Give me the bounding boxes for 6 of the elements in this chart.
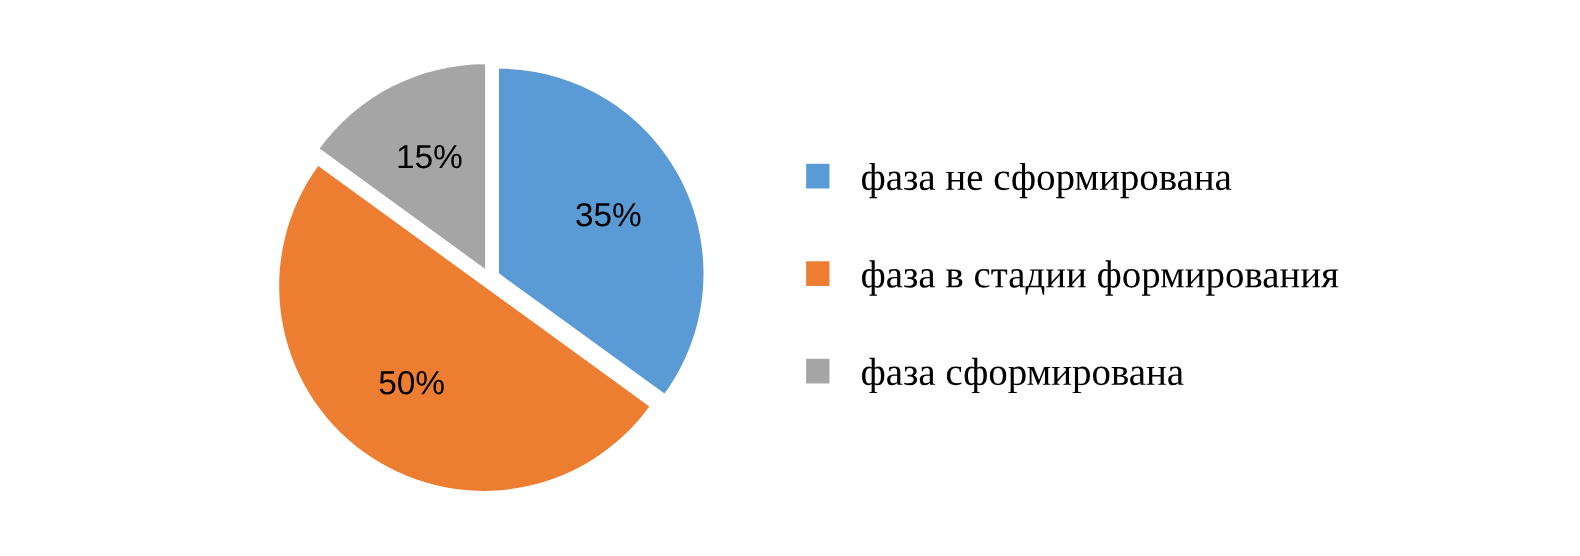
legend-label: фаза не сформирована [862,162,1232,199]
data-label: 35% [576,202,641,227]
legend-label: фаза в стадии формирования [862,260,1339,296]
data-label: 15% [398,144,462,169]
legend-label: фаза сформирована [862,357,1184,394]
data-label: 50% [379,370,444,395]
